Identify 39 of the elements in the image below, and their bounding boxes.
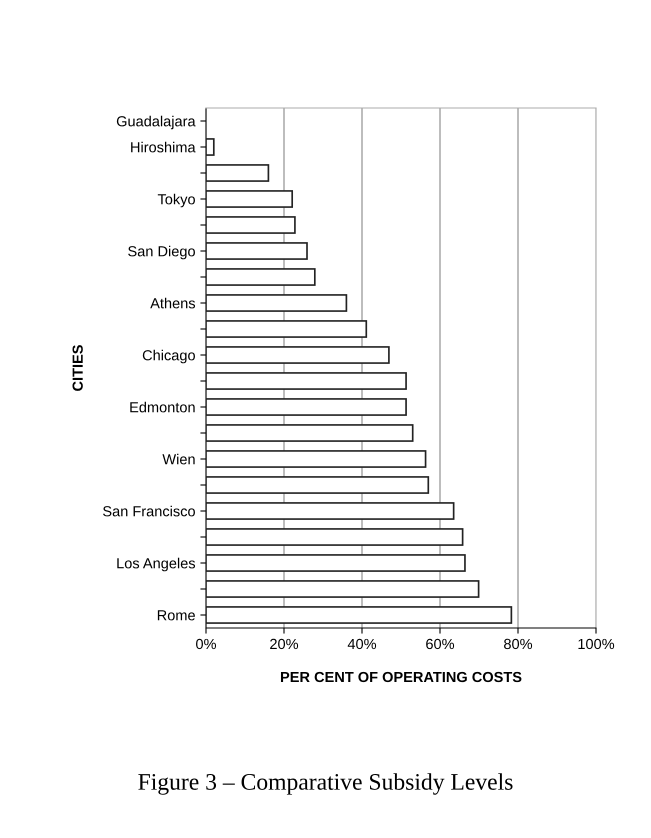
bar (206, 190, 294, 208)
bar (206, 346, 390, 364)
x-tick-label: 0% (196, 638, 216, 650)
bar (206, 554, 466, 572)
x-tick-label: 100% (578, 638, 614, 650)
y-tick-label: Rome (158, 610, 195, 620)
bar (206, 138, 215, 156)
bar (206, 320, 368, 338)
x-axis-title: PER CENT OF OPERATING COSTS (280, 672, 522, 682)
bar (206, 164, 270, 182)
bar (206, 450, 426, 468)
bar (206, 398, 407, 416)
y-tick-label: Edmonton (130, 402, 195, 412)
y-tick-label: Chicago (142, 350, 195, 364)
bar (206, 502, 454, 520)
y-tick-label: San Diego (128, 246, 195, 260)
y-tick-label: Los Angeles (117, 558, 196, 572)
bar (206, 242, 308, 260)
x-tick-label: 20% (270, 638, 298, 650)
text: Figure 3 – Comparative Subsidy Levels (138, 773, 513, 795)
y-tick-label: Wien (162, 454, 195, 464)
bar (206, 216, 296, 234)
bar (206, 268, 316, 286)
y-tick-label: Tokyo (158, 194, 195, 208)
bar (206, 606, 512, 624)
x-tick-label: 80% (504, 638, 532, 650)
bar (206, 528, 464, 546)
bar (206, 424, 414, 442)
y-tick-label: Athens (150, 298, 196, 308)
bar (206, 580, 480, 598)
x-tick-label: 40% (348, 638, 376, 650)
bar (206, 476, 430, 494)
x-tick-label: 60% (426, 638, 454, 650)
bar (206, 294, 348, 312)
y-tick-label: Guadalajara (116, 116, 196, 130)
y-tick-label: Hiroshima (131, 142, 196, 152)
y-axis-title: CITIES (72, 345, 83, 391)
y-tick-label: San Francisco (103, 506, 195, 516)
bar (206, 372, 407, 390)
